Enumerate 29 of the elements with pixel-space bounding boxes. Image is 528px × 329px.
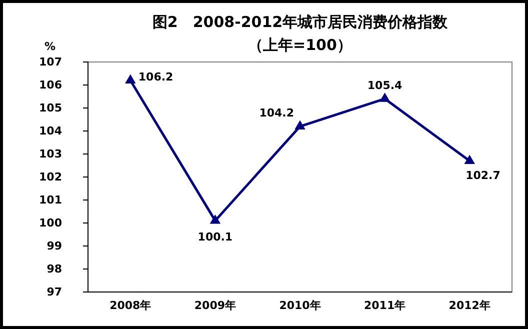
data-label: 105.4	[367, 78, 403, 92]
data-label: 106.2	[138, 70, 174, 84]
point	[294, 120, 306, 130]
y-tick-label: 97	[46, 286, 62, 299]
data-label: 102.7	[466, 168, 500, 182]
y-tick-label: 104	[39, 124, 62, 138]
y-tick-label: 105	[39, 102, 62, 115]
y-tick-label: 101	[39, 194, 62, 207]
y-tick-label: 103	[39, 148, 62, 161]
y-tick-label: 106	[39, 78, 62, 92]
point	[125, 74, 136, 84]
x-tick-label: 2009年	[194, 299, 236, 312]
point	[379, 92, 390, 102]
x-tick-label: 2008年	[110, 299, 152, 312]
x-tick-label: 2012年	[448, 299, 490, 312]
chart-subtitle: （上年=100）	[248, 36, 352, 54]
y-tick-label: 98	[46, 262, 62, 276]
y-axis-title: %	[44, 40, 56, 53]
point	[464, 154, 475, 164]
chart-title: 图2 2008-2012年城市居民消费价格指数	[152, 13, 449, 31]
x-tick-label: 2010年	[279, 299, 321, 312]
x-tick-label: 2011年	[364, 299, 406, 312]
data-label: 100.1	[198, 230, 233, 244]
y-tick-label: 102	[39, 170, 62, 184]
y-tick-label: 107	[39, 56, 62, 69]
data-label: 104.2	[259, 106, 294, 120]
y-tick-label: 100	[39, 216, 62, 230]
y-tick-label: 99	[46, 240, 62, 253]
point	[210, 214, 221, 224]
